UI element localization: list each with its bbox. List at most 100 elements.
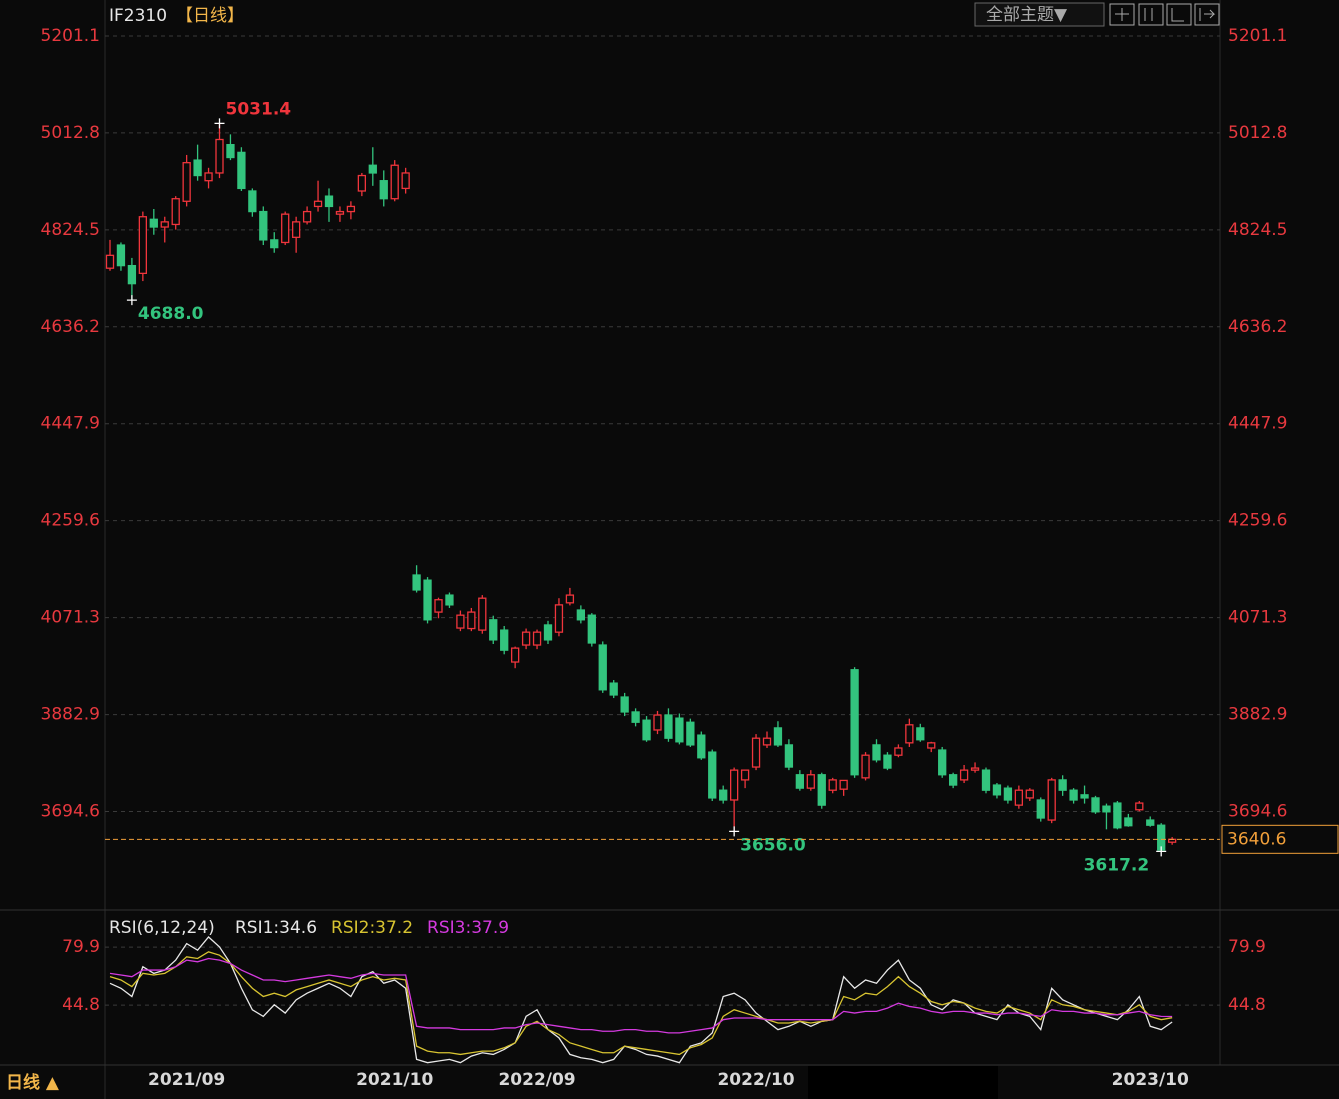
x-tick-label: 2022/09	[498, 1070, 575, 1090]
candle-body	[762, 737, 772, 746]
candle-body	[576, 609, 585, 621]
candle-body	[708, 751, 717, 799]
x-tick-label: 2023/10	[1112, 1070, 1189, 1090]
candle-body	[565, 594, 575, 604]
y-tick-label: 3694.6	[41, 802, 100, 822]
candle-body	[182, 162, 191, 202]
extreme-marker	[729, 826, 740, 837]
candle-body	[324, 195, 334, 208]
candle-body	[697, 734, 706, 759]
candle-body	[719, 789, 728, 801]
candle-body	[675, 717, 684, 743]
candle-body	[740, 769, 750, 781]
legend-entry: RSI2:37.2	[331, 918, 413, 938]
toolbar-icons[interactable]	[1109, 3, 1220, 26]
candle-body	[434, 599, 443, 613]
rsi-line	[109, 951, 1173, 1056]
candle-body	[609, 682, 618, 696]
candle-body	[1014, 789, 1023, 806]
candle-body	[1025, 789, 1034, 799]
candle-body	[302, 210, 312, 223]
extreme-label: 4688.0	[138, 304, 204, 324]
y-tick-label: 5201.1	[41, 26, 100, 46]
period-selector[interactable]: 日线 ▲	[6, 1072, 60, 1093]
candle-body	[456, 614, 465, 629]
last-price-label: 3640.6	[1227, 829, 1286, 849]
candle-body	[686, 721, 695, 746]
candle-body	[489, 619, 498, 641]
candle-body	[642, 719, 651, 741]
y-tick-label: 4071.3	[1228, 608, 1287, 628]
candle-body	[412, 574, 421, 591]
candle-body	[1146, 819, 1155, 826]
theme-button-label[interactable]: 全部主题▼	[986, 5, 1068, 25]
x-tick-label: 2022/10	[717, 1070, 794, 1090]
contract-title: IF2310	[109, 6, 167, 26]
candle-body	[543, 624, 553, 641]
y-tick-label: 44.8	[1228, 995, 1266, 1015]
extreme-label: 3617.2	[1084, 855, 1150, 875]
y-tick-label: 3694.6	[1228, 802, 1287, 822]
y-tick-label: 79.9	[1228, 937, 1266, 957]
candle-body	[445, 594, 454, 606]
candle-body	[149, 218, 158, 228]
candle-body	[171, 198, 180, 226]
candle-body	[510, 647, 520, 663]
axis-mask	[808, 1066, 998, 1099]
candle-body	[313, 200, 323, 208]
candle-body	[883, 754, 892, 769]
candle-body	[500, 629, 509, 651]
candle-body	[850, 669, 859, 776]
candle-body	[1113, 802, 1122, 829]
candle-body	[730, 769, 739, 801]
y-tick-label: 4259.6	[1228, 511, 1287, 531]
candle-body	[784, 744, 794, 768]
candle-body	[806, 774, 815, 789]
candle-body	[751, 737, 761, 768]
extreme-marker	[214, 118, 225, 129]
candle-body	[1003, 787, 1013, 801]
candle-body	[861, 754, 870, 779]
candle-body	[368, 164, 377, 174]
last-price-box	[1221, 824, 1339, 854]
candle-body	[215, 138, 224, 174]
candle-body	[521, 631, 531, 646]
candle-body	[478, 597, 487, 631]
candle-body	[631, 711, 640, 723]
candle-body	[1047, 779, 1056, 821]
candle-body	[1036, 799, 1045, 819]
candle-body	[959, 769, 969, 781]
y-tick-label: 79.9	[62, 937, 100, 957]
candle-body	[237, 151, 246, 190]
legend-entry: RSI1:34.6	[235, 918, 317, 938]
candle-body	[467, 611, 476, 630]
candle-body	[1091, 797, 1100, 813]
y-tick-label: 4636.2	[1228, 317, 1287, 337]
candle-body	[598, 644, 607, 691]
candle-body	[653, 714, 662, 731]
candle-body	[620, 696, 629, 713]
candle-body	[981, 769, 991, 791]
candle-body	[346, 205, 356, 213]
candle-body	[554, 604, 564, 633]
candle-body	[1080, 794, 1089, 799]
extreme-label: 3656.0	[740, 835, 806, 855]
y-tick-label: 5012.8	[41, 123, 100, 143]
candle-body	[905, 724, 914, 744]
candle-body	[927, 742, 936, 749]
candle-body	[970, 767, 980, 771]
candle-body	[916, 727, 925, 741]
candle-body	[138, 216, 148, 275]
rsi-title: RSI(6,12,24)	[109, 918, 215, 938]
candle-body	[894, 747, 903, 756]
y-tick-label: 4447.9	[1228, 414, 1287, 434]
candle-body	[160, 221, 169, 228]
candle-body	[193, 159, 202, 177]
theme-button[interactable]	[974, 2, 1105, 27]
y-tick-label: 4447.9	[41, 414, 100, 434]
legend-entry: RSI3:37.9	[427, 918, 509, 938]
candle-body	[1135, 802, 1144, 811]
candle-body	[401, 172, 410, 190]
candle-body	[1069, 789, 1078, 801]
